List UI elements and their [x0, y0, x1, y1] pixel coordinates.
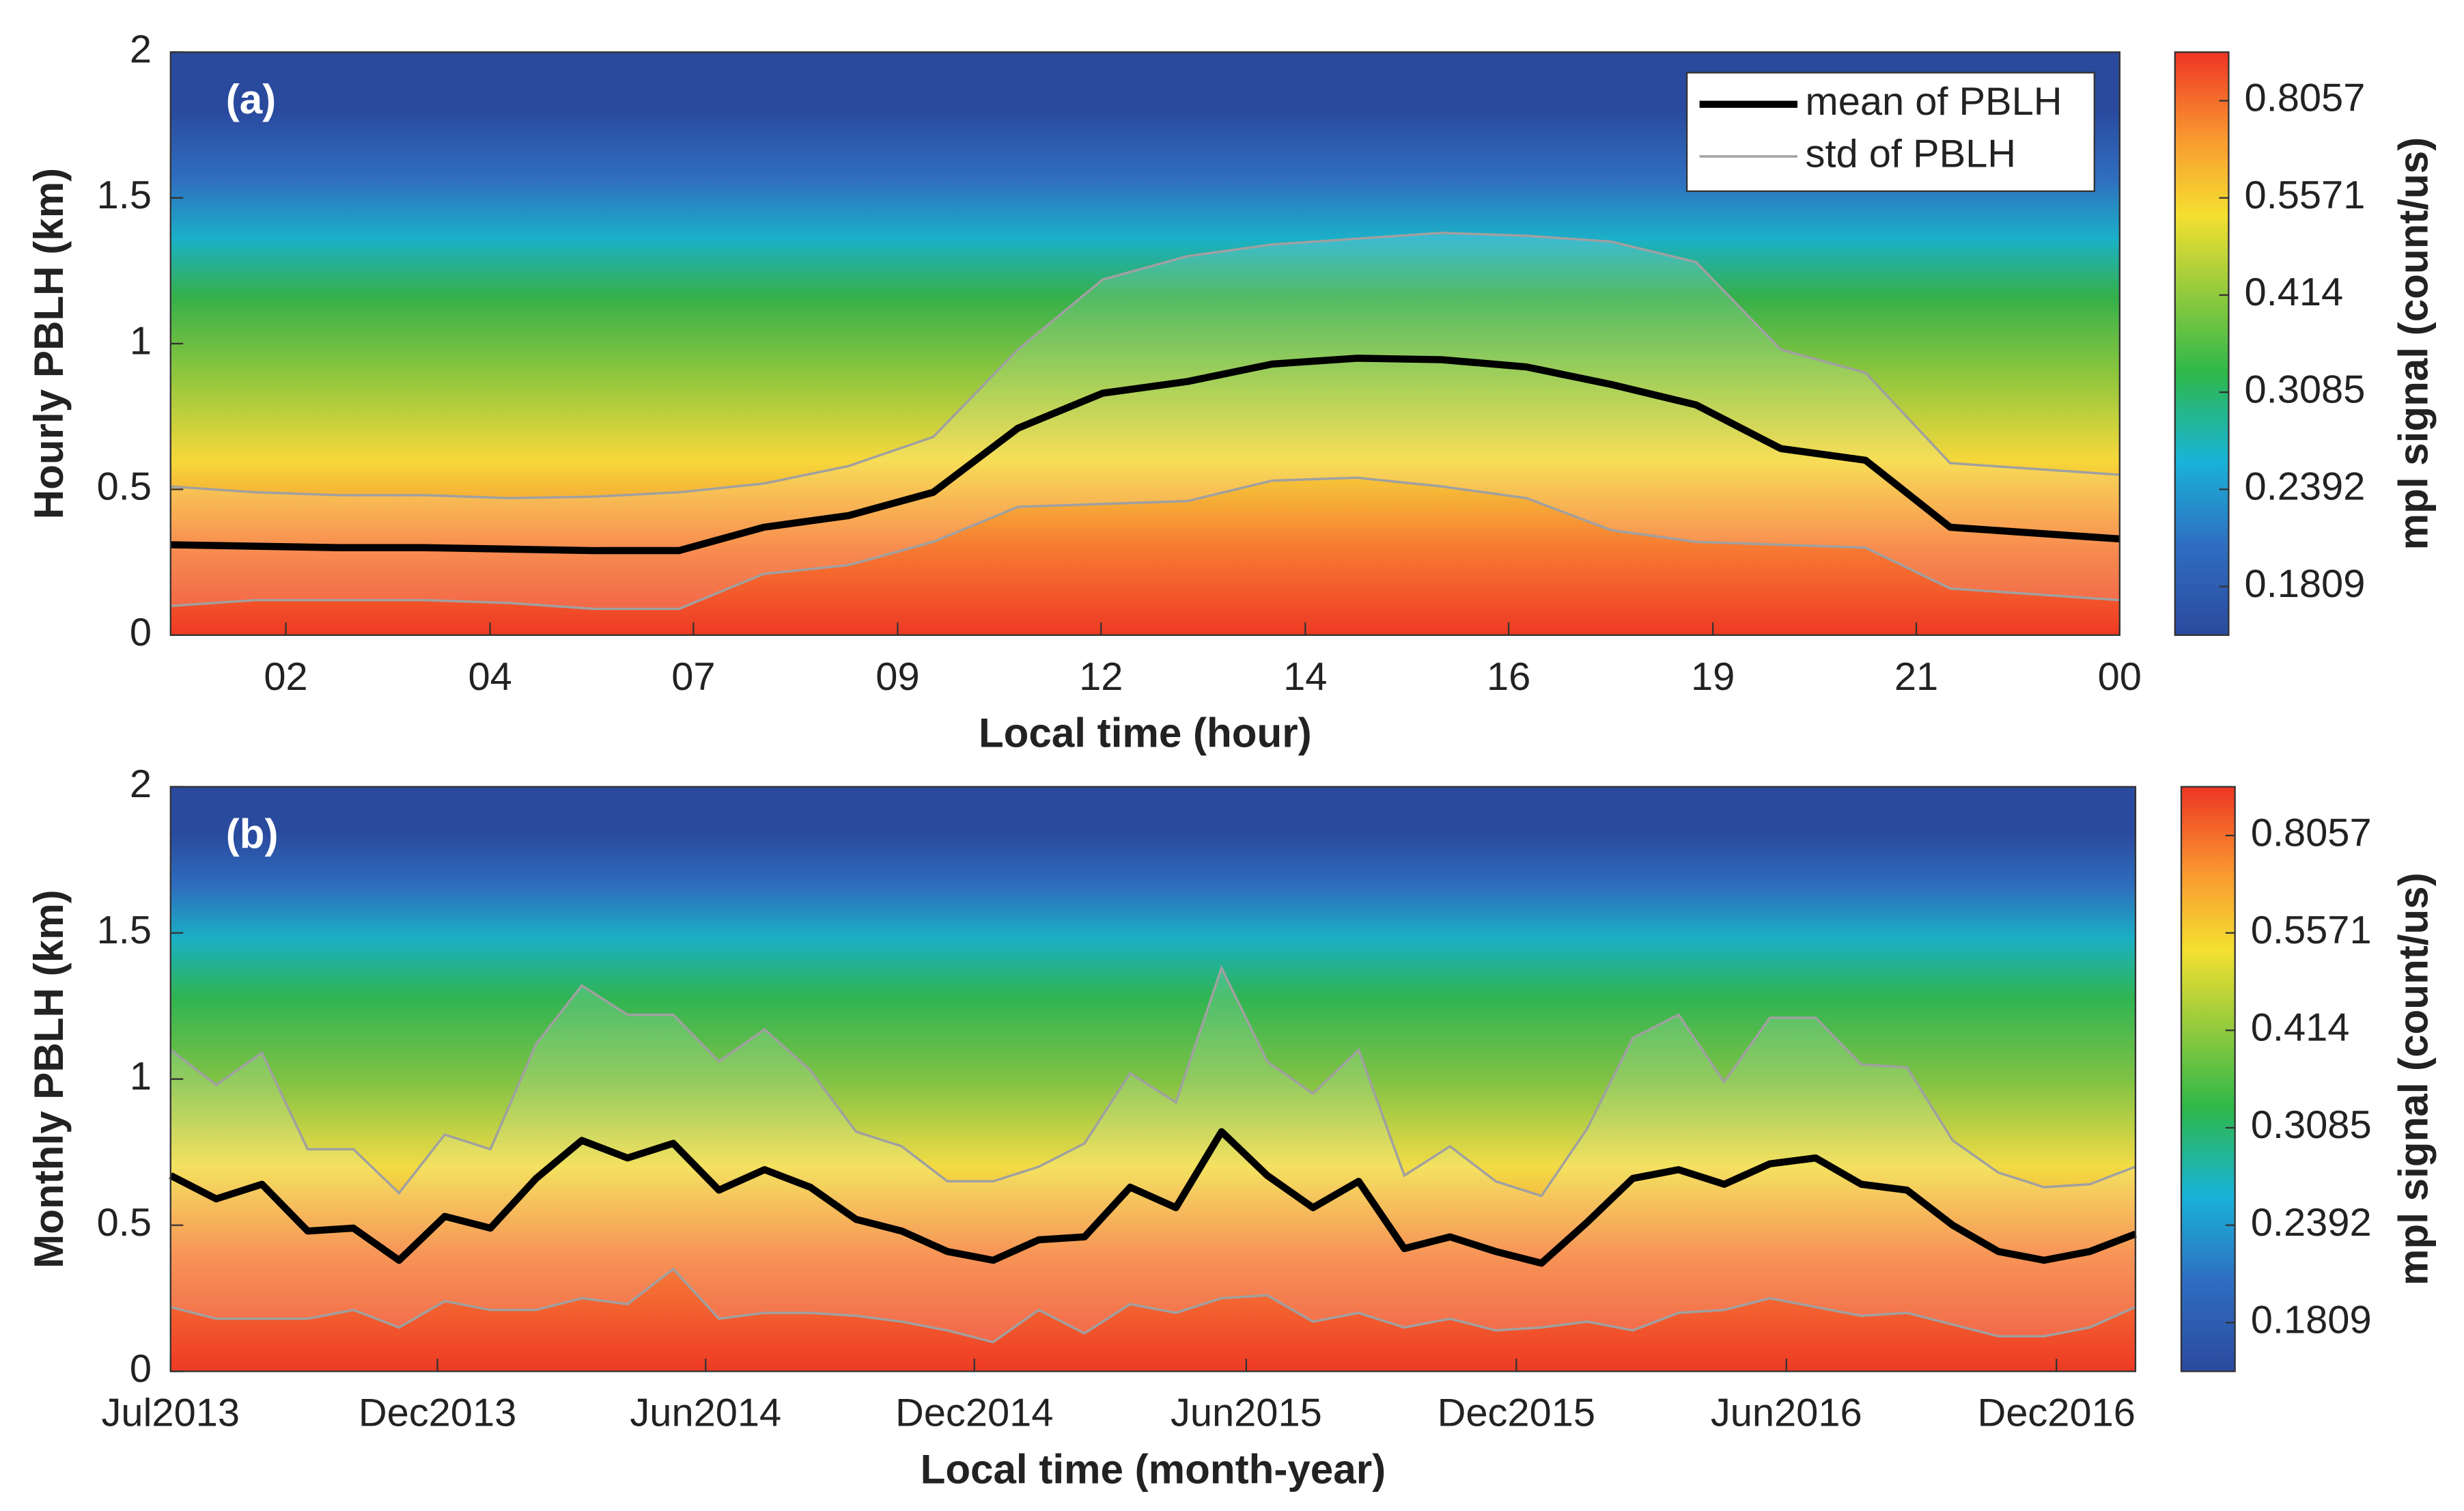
x-tick-label: 09 — [876, 655, 919, 699]
colorbar-label: mpl signal (count/us) — [2391, 872, 2437, 1286]
x-tick-label: Dec2015 — [1438, 1391, 1595, 1435]
panel-label: (b) — [226, 812, 279, 857]
colorbar-tick-label: 0.8057 — [2245, 77, 2366, 120]
x-tick-label: Dec2013 — [359, 1391, 516, 1435]
heatmap — [170, 786, 2136, 1372]
x-tick-label: 16 — [1487, 655, 1530, 699]
colorbar-tick-label: 0.1809 — [2245, 562, 2366, 606]
y-axis-label: Monthly PBLH (km) — [26, 889, 72, 1268]
y-tick-label: 1 — [130, 1055, 152, 1098]
std-line — [170, 232, 2120, 499]
colorbar-tick-label: 0.1809 — [2251, 1299, 2372, 1342]
colorbar — [2174, 51, 2230, 636]
std-line — [170, 1267, 2136, 1344]
y-tick-label: 0.5 — [97, 465, 152, 509]
colorbar — [2180, 786, 2236, 1372]
colorbar-tick-label: 0.8057 — [2251, 811, 2372, 855]
x-tick-label: 07 — [671, 655, 715, 699]
x-tick-label: Jul2013 — [102, 1391, 240, 1435]
x-tick-label: Jun2015 — [1171, 1391, 1322, 1435]
colorbar-tick-label: 0.414 — [2245, 271, 2344, 314]
colorbar-tick-label: 0.2392 — [2245, 465, 2366, 509]
x-tick-label: 04 — [468, 655, 512, 699]
colorbar-tick-label: 0.414 — [2251, 1006, 2350, 1050]
std-line — [169, 965, 2136, 1197]
colorbar-tick-label: 0.5571 — [2251, 909, 2372, 952]
colorbar-tick-label: 0.5571 — [2245, 174, 2366, 217]
y-tick-label: 2 — [130, 762, 152, 806]
legend-box — [1685, 72, 2095, 193]
mean-line — [170, 355, 2120, 555]
x-tick-label: Dec2016 — [1977, 1391, 2135, 1435]
colorbar-label: mpl signal (count/us) — [2391, 137, 2437, 551]
colorbar-tick-label: 0.3085 — [2251, 1103, 2372, 1147]
y-axis-label: Hourly PBLH (km) — [26, 168, 72, 519]
y-tick-label: 0.5 — [97, 1201, 152, 1245]
x-tick-label: 19 — [1691, 655, 1735, 699]
legend-label: mean of PBLH — [1806, 80, 2062, 124]
x-tick-label: Dec2014 — [895, 1391, 1053, 1435]
y-tick-label: 0 — [130, 611, 152, 654]
x-tick-label: 21 — [1894, 655, 1938, 699]
y-tick-label: 1 — [130, 319, 152, 363]
x-tick-label: 02 — [264, 655, 307, 699]
y-tick-label: 1.5 — [97, 909, 152, 952]
x-tick-label: Jun2016 — [1711, 1391, 1862, 1435]
colorbar-tick-label: 0.2392 — [2251, 1201, 2372, 1245]
std-band — [170, 968, 2136, 1342]
y-tick-label: 1.5 — [97, 174, 152, 217]
x-tick-label: 00 — [2098, 655, 2142, 699]
y-tick-label: 2 — [130, 28, 152, 72]
x-tick-label: 12 — [1079, 655, 1123, 699]
panel-label: (a) — [226, 77, 276, 122]
std-line — [170, 476, 2120, 611]
x-tick-label: 14 — [1283, 655, 1327, 699]
y-tick-label: 0 — [130, 1347, 152, 1391]
legend-label: std of PBLH — [1806, 132, 2016, 176]
std-band — [170, 232, 2120, 609]
x-tick-label: Jun2014 — [630, 1391, 781, 1435]
mean-line — [169, 1128, 2137, 1267]
colorbar-tick-label: 0.3085 — [2245, 368, 2366, 411]
x-axis-label: Local time (hour) — [979, 710, 1312, 756]
x-axis-label: Local time (month-year) — [921, 1446, 1386, 1492]
